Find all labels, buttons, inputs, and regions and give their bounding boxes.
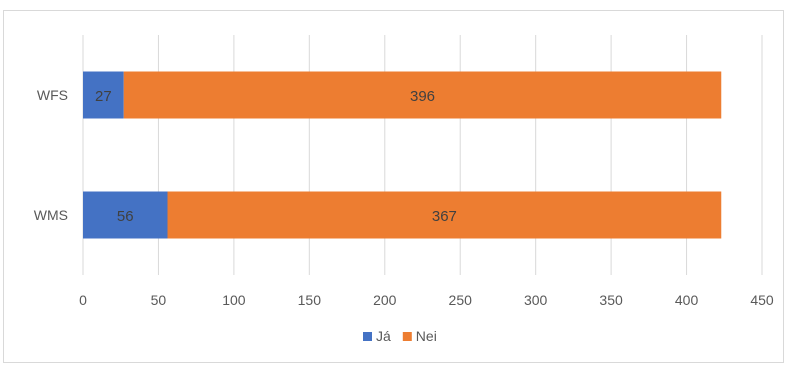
axes: 0 50 100 150 200 250 300 350 400 450 WFS WMS: [34, 87, 774, 308]
gridlines: [82, 35, 763, 275]
x-tick-label: 50: [151, 292, 167, 308]
x-tick-label: 450: [750, 292, 774, 308]
legend-swatch: [363, 332, 372, 341]
legend-label: Nei: [416, 328, 437, 344]
bar-já-wms: [83, 191, 168, 239]
bar-nei-wms: [167, 191, 722, 239]
category-label: WMS: [34, 207, 68, 223]
x-tick-label: 200: [373, 292, 397, 308]
x-tick-label: 350: [599, 292, 623, 308]
x-tick-label: 400: [675, 292, 699, 308]
x-tick-label: 150: [298, 292, 322, 308]
legend: Já Nei: [363, 328, 437, 344]
legend-label: Já: [376, 328, 391, 344]
bars: [83, 71, 722, 239]
legend-swatch: [402, 332, 412, 341]
category-label: WFS: [37, 87, 68, 103]
bar-já-wfs: [83, 71, 124, 119]
x-tick-label: 0: [79, 292, 87, 308]
data-labels: 27 396 56 367: [95, 88, 457, 225]
x-tick-label: 250: [449, 292, 473, 308]
data-label: 56: [117, 208, 134, 225]
chart-frame: [3, 10, 784, 363]
x-tick-label: 100: [222, 292, 246, 308]
x-tick-label: 300: [524, 292, 548, 308]
data-label: 367: [432, 208, 457, 225]
bar-nei-wfs: [123, 71, 722, 119]
data-label: 396: [410, 88, 435, 105]
data-label: 27: [95, 88, 112, 105]
